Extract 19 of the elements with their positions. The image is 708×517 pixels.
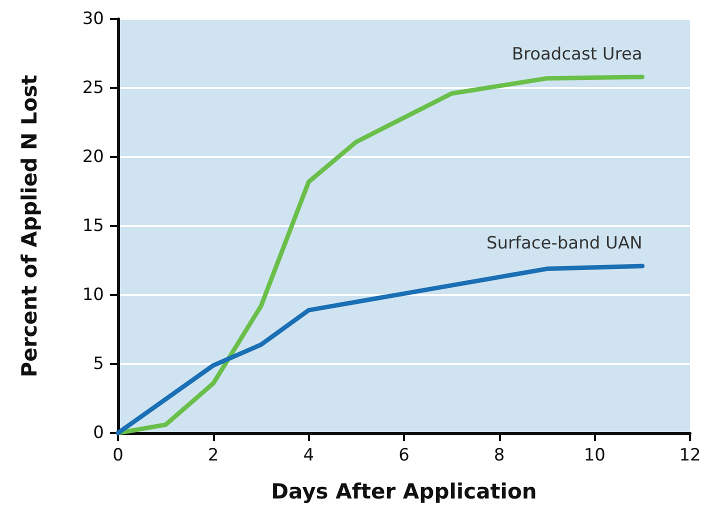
- x-tick-label: 2: [208, 446, 219, 466]
- y-tick-label: 20: [82, 147, 104, 167]
- x-tick-label: 0: [112, 446, 124, 466]
- line-series: [116, 264, 645, 436]
- series-label: Surface-band UAN: [486, 234, 642, 254]
- y-tick-label: 5: [93, 354, 104, 374]
- y-tick-label: 30: [82, 9, 104, 29]
- y-axis-title: Percent of Applied N Lost: [18, 74, 42, 378]
- x-tick-label: 6: [398, 446, 410, 466]
- x-tick-label: 12: [679, 446, 701, 466]
- series-label: Broadcast Urea: [512, 44, 642, 64]
- y-tick-label: 15: [82, 216, 104, 236]
- y-tick-label: 10: [82, 285, 104, 305]
- x-tick-label: 10: [584, 446, 606, 466]
- y-tick-label: 0: [93, 423, 104, 443]
- x-tick-label: 8: [494, 446, 505, 466]
- y-tick-label: 25: [82, 78, 104, 98]
- x-axis-title: Days After Application: [271, 480, 537, 504]
- x-tick-label: 4: [303, 446, 314, 466]
